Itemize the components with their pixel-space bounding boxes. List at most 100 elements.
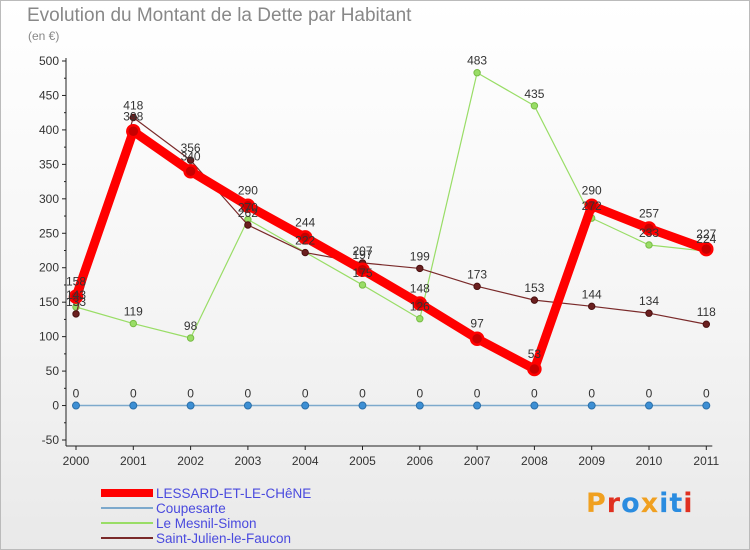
data-point [469,331,485,346]
data-label: 134 [639,294,659,308]
x-tick-label: 2000 [63,454,90,468]
data-point [126,124,141,139]
series-layer [68,69,714,410]
legend-label: Coupesarte [156,501,226,516]
data-label: 0 [416,387,423,401]
data-point [412,296,428,311]
y-tick-label: 400 [39,123,59,137]
data-point [645,401,653,410]
data-label: 257 [639,206,659,220]
data-label: 0 [474,387,481,401]
series-line [71,126,711,374]
data-label: 0 [646,387,653,401]
legend-label: Saint-Julien-le-Faucon [156,531,292,546]
data-label: 0 [73,387,80,401]
x-tick-label: 2008 [521,454,548,468]
data-label: 173 [467,267,487,281]
y-tick-label: 350 [39,157,59,171]
data-point [186,156,195,164]
chart-title: Evolution du Montant de la Dette par Hab… [27,5,412,26]
y-tick-label: 250 [39,226,59,240]
y-tick-label: 500 [39,54,59,68]
data-label: 118 [697,305,716,319]
x-tick-label: 2011 [693,454,719,468]
series-line [75,116,707,325]
data-point [641,221,657,236]
data-point [416,264,424,273]
data-point [129,319,138,328]
data-label: 143 [66,288,86,302]
x-tick-label: 2010 [636,454,663,468]
data-point [183,164,198,179]
legend-swatch [101,507,153,509]
data-label: 272 [582,199,602,213]
data-point [699,241,714,257]
data-point [297,230,313,245]
y-tick-label: 450 [39,88,59,102]
data-point [416,315,424,323]
data-point [243,401,252,410]
data-label: 175 [352,266,372,280]
legend-label: LESSARD-ET-LE-CHêNE [156,486,312,501]
data-label: 262 [238,206,258,220]
data-label: 290 [582,184,602,198]
data-label: 98 [184,319,198,333]
data-label: 97 [470,317,484,331]
data-label: 199 [410,249,430,263]
y-tick-label: 150 [39,295,59,309]
data-label: 233 [639,226,659,240]
data-point [301,401,310,410]
x-tick-label: 2003 [235,454,262,468]
data-point [587,401,596,410]
data-label: 0 [130,387,137,401]
series-line [75,72,707,339]
brand-letter: x [640,488,660,519]
data-point [186,334,195,342]
data-point [355,262,370,278]
data-point [588,302,596,311]
x-tick-label: 2002 [177,454,204,468]
x-tick-label: 2009 [578,454,605,468]
data-point [301,248,309,257]
data-label: 356 [181,141,201,155]
data-labels-layer: 158 398 340 290 244 197 148 97 53 290 257 227 0 0 0 0 0 0… [66,54,717,401]
axes-layer: -50 0 50 100 150 200 250 300 350 400 450 500 2000 200… [39,54,720,468]
data-point [129,401,138,410]
data-point [186,401,195,410]
data-label: 0 [187,387,194,401]
brand-letter: i [683,488,694,519]
data-point [584,198,599,213]
data-point [530,296,539,304]
data-point [702,401,711,410]
series-3 [72,113,710,328]
data-point [415,401,424,410]
data-label: 435 [524,87,544,101]
data-point [358,401,367,410]
data-point [645,241,653,249]
data-label: 0 [302,387,309,401]
data-point [240,198,256,213]
data-label: 53 [528,347,542,361]
data-label: 158 [66,275,86,289]
data-label: 126 [410,300,430,314]
data-point [68,289,84,304]
data-label: 0 [703,387,710,401]
data-label: 0 [531,387,538,401]
series-2 [72,69,710,342]
y-tick-label: 50 [46,364,60,378]
data-label: 0 [359,387,366,401]
chart-unit-label: (en €) [28,29,60,43]
x-tick-label: 2007 [464,454,491,468]
data-label: 0 [245,387,252,401]
brand-logo: Proxiti [586,488,694,519]
data-label: 340 [181,149,201,163]
x-tick-label: 2006 [406,454,433,468]
data-label: 148 [410,282,430,296]
series-0 [68,124,714,377]
data-point [702,320,710,328]
brand-letter: t [669,488,684,519]
x-tick-label: 2004 [292,454,319,468]
data-label: 133 [66,295,86,309]
